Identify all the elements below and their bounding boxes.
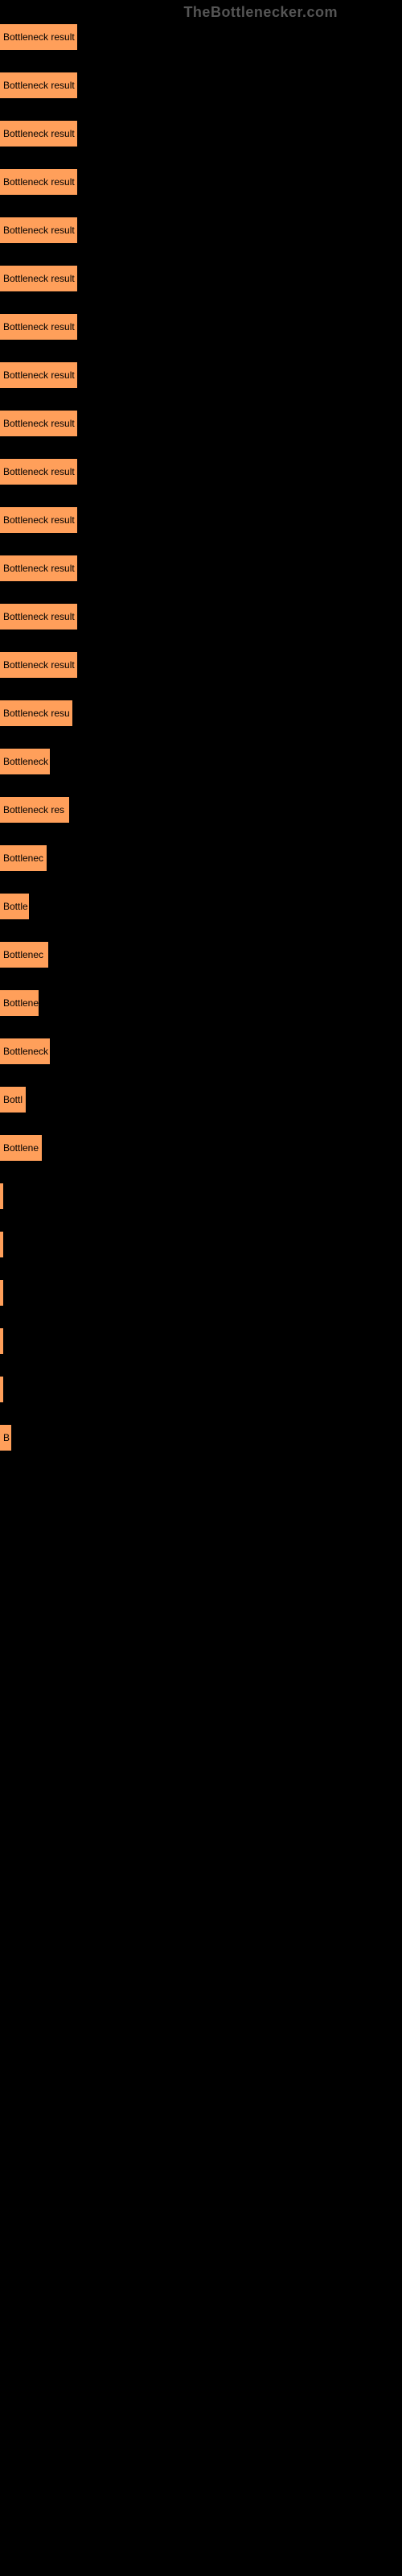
bar-label: Bottleneck result xyxy=(3,128,75,139)
bar-row: Bottleneck result xyxy=(0,652,402,678)
bar: Bottlene xyxy=(0,990,39,1016)
bar-label: Bottleneck result xyxy=(3,418,75,429)
bar: Bottlenec xyxy=(0,942,48,968)
bar-row: Bottleneck result xyxy=(0,314,402,340)
bar: Bottleneck result xyxy=(0,24,77,50)
bar-row xyxy=(0,1280,402,1306)
bar: Bottleneck result xyxy=(0,507,77,533)
bar-label: Bottlenec xyxy=(3,852,43,864)
bar-label: Bottleneck res xyxy=(3,804,64,815)
bar xyxy=(0,1328,3,1354)
bar: Bottleneck xyxy=(0,1038,50,1064)
bar-label: Bottleneck xyxy=(3,756,48,767)
bar: Bottlenec xyxy=(0,845,47,871)
bar-row xyxy=(0,1328,402,1354)
bar-row: Bottleneck result xyxy=(0,459,402,485)
bar-label: Bottlene xyxy=(3,1142,39,1154)
bar: Bottleneck result xyxy=(0,652,77,678)
bar-row: Bottlenec xyxy=(0,942,402,968)
bar: Bottleneck result xyxy=(0,217,77,243)
bar-label: B xyxy=(3,1432,10,1443)
bar-label: Bottleneck result xyxy=(3,31,75,43)
bar: Bottleneck xyxy=(0,749,50,774)
bar-row xyxy=(0,1377,402,1402)
bar-label: Bottleneck result xyxy=(3,273,75,284)
bar-row xyxy=(0,1183,402,1209)
bar: Bottleneck resu xyxy=(0,700,72,726)
bar: Bottleneck result xyxy=(0,72,77,98)
bar-chart: Bottleneck result Bottleneck result Bottle… xyxy=(0,0,402,1451)
bar-label: Bottleneck result xyxy=(3,514,75,526)
bar-label: Bottleneck result xyxy=(3,80,75,91)
bar-label: Bottlene xyxy=(3,997,39,1009)
bar-label: Bottlenec xyxy=(3,949,43,960)
bar-row: Bottleneck result xyxy=(0,169,402,195)
bar-row: Bottleneck result xyxy=(0,411,402,436)
bar-label: Bottleneck result xyxy=(3,369,75,381)
bar: Bottleneck result xyxy=(0,362,77,388)
bar: Bottleneck res xyxy=(0,797,69,823)
bar: Bottleneck result xyxy=(0,555,77,581)
bar: Bottleneck result xyxy=(0,169,77,195)
bar: Bottleneck result xyxy=(0,604,77,630)
bar: Bottle xyxy=(0,894,29,919)
bar-label: Bottleneck result xyxy=(3,611,75,622)
bar-row: Bottleneck result xyxy=(0,362,402,388)
bar-row: Bottlene xyxy=(0,1135,402,1161)
bar: Bottleneck result xyxy=(0,121,77,147)
bar-label: Bottleneck resu xyxy=(3,708,70,719)
bar-label: Bottle xyxy=(3,901,28,912)
bar: Bottlene xyxy=(0,1135,42,1161)
bar-label: Bottleneck result xyxy=(3,321,75,332)
bar-row: Bottleneck result xyxy=(0,121,402,147)
bar-row: Bottleneck result xyxy=(0,266,402,291)
bar-row: Bottle xyxy=(0,894,402,919)
bar-row: Bottlenec xyxy=(0,845,402,871)
bar-row: Bottleneck result xyxy=(0,604,402,630)
bar xyxy=(0,1377,3,1402)
bar-label: Bottleneck result xyxy=(3,176,75,188)
bar: Bottleneck result xyxy=(0,266,77,291)
bar-label: Bottleneck result xyxy=(3,563,75,574)
bar-row: B xyxy=(0,1425,402,1451)
bar: Bottleneck result xyxy=(0,411,77,436)
bar-row: Bottleneck res xyxy=(0,797,402,823)
bar-row: Bottleneck xyxy=(0,1038,402,1064)
bar-row: Bottl xyxy=(0,1087,402,1113)
bar-label: Bottleneck result xyxy=(3,466,75,477)
bar-label: Bottleneck xyxy=(3,1046,48,1057)
bar-row: Bottleneck result xyxy=(0,507,402,533)
bar-label: Bottleneck result xyxy=(3,659,75,671)
bar-row: Bottlene xyxy=(0,990,402,1016)
bar-row: Bottleneck result xyxy=(0,72,402,98)
bar xyxy=(0,1183,3,1209)
bar-row: Bottleneck xyxy=(0,749,402,774)
bar-row: Bottleneck resu xyxy=(0,700,402,726)
bar xyxy=(0,1280,3,1306)
bar: Bottleneck result xyxy=(0,459,77,485)
bar-row: Bottleneck result xyxy=(0,24,402,50)
bar-label: Bottl xyxy=(3,1094,23,1105)
bar-label: Bottleneck result xyxy=(3,225,75,236)
bar xyxy=(0,1232,3,1257)
bar: B xyxy=(0,1425,11,1451)
bar: Bottleneck result xyxy=(0,314,77,340)
bar-row: Bottleneck result xyxy=(0,217,402,243)
bar-row: Bottleneck result xyxy=(0,555,402,581)
watermark: TheBottlenecker.com xyxy=(183,4,338,21)
bar-row xyxy=(0,1232,402,1257)
bar: Bottl xyxy=(0,1087,26,1113)
